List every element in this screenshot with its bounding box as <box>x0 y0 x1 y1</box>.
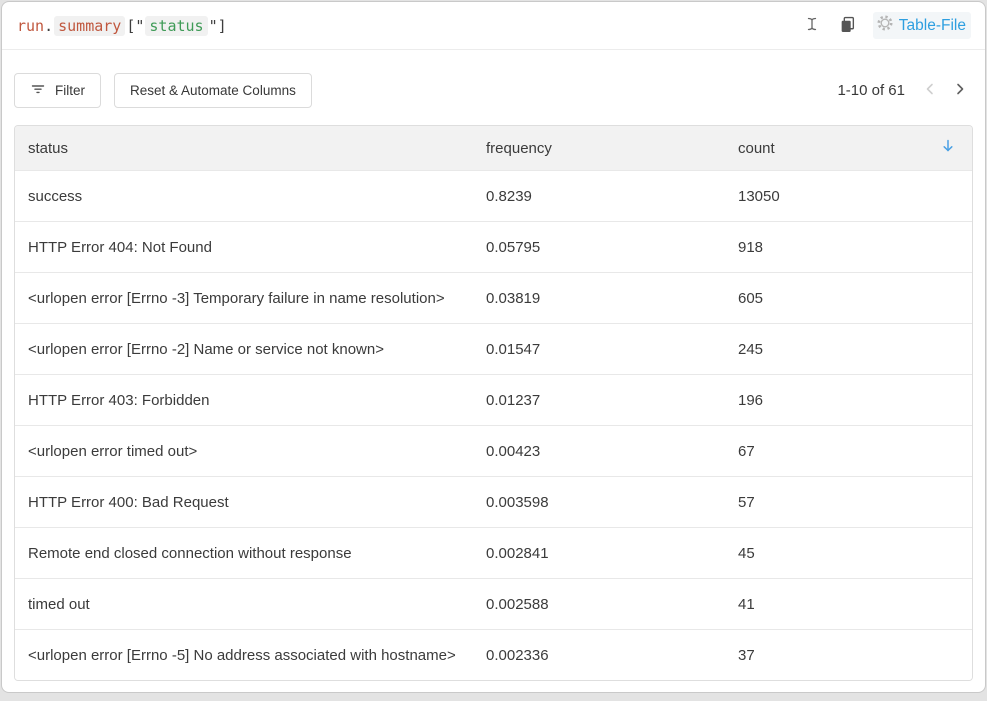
expression-quote-close: " <box>208 16 218 35</box>
frequency-cell: 0.8239 <box>486 187 532 205</box>
frequency-cell: 0.03819 <box>486 289 541 307</box>
table-row: HTTP Error 403: Forbidden 0.01237 196 <box>15 374 972 425</box>
expression-property: summary <box>54 15 126 36</box>
sort-descending-arrow-icon <box>940 138 956 158</box>
frequency-cell: 0.05795 <box>486 238 541 256</box>
status-cell: HTTP Error 400: Bad Request <box>28 493 229 511</box>
filter-button-label: Filter <box>55 83 85 98</box>
frequency-cell: 0.003598 <box>486 493 549 511</box>
table-row: <urlopen error timed out> 0.00423 67 <box>15 425 972 476</box>
table-body: success 0.8239 13050 HTTP Error 404: Not… <box>15 170 972 680</box>
text-cursor-icon <box>804 16 820 35</box>
chevron-left-icon <box>922 81 938 100</box>
status-cell: success <box>28 187 83 205</box>
frequency-cell: 0.002841 <box>486 544 549 562</box>
filter-icon <box>30 81 46 100</box>
next-page-button[interactable] <box>947 79 973 102</box>
status-table: status frequency count success 0.8239 <box>14 125 973 681</box>
column-header-frequency[interactable]: frequency <box>486 139 552 157</box>
column-header-count[interactable]: count <box>738 139 775 157</box>
status-cell: <urlopen error [Errno -2] Name or servic… <box>28 340 384 358</box>
expression-quote-open: " <box>135 16 145 35</box>
reset-automate-columns-button[interactable]: Reset & Automate Columns <box>114 73 312 108</box>
count-cell: 245 <box>738 340 764 358</box>
gear-icon <box>876 14 894 37</box>
status-cell: timed out <box>28 595 90 613</box>
count-cell: 37 <box>738 646 755 664</box>
count-cell: 67 <box>738 442 755 460</box>
chevron-right-icon <box>952 81 968 100</box>
filter-button[interactable]: Filter <box>14 73 101 108</box>
expression-object: run <box>17 16 45 35</box>
column-header-status[interactable]: status <box>28 139 69 157</box>
expression-bracket-open: [ <box>126 16 136 35</box>
table-row: success 0.8239 13050 <box>15 170 972 221</box>
count-cell: 196 <box>738 391 764 409</box>
table-row: <urlopen error [Errno -5] No address ass… <box>15 629 972 680</box>
table-row: HTTP Error 404: Not Found 0.05795 918 <box>15 221 972 272</box>
expression-bracket-close: ] <box>217 16 227 35</box>
table-row: <urlopen error [Errno -3] Temporary fail… <box>15 272 972 323</box>
frequency-cell: 0.01237 <box>486 391 541 409</box>
count-cell: 605 <box>738 289 764 307</box>
status-cell: Remote end closed connection without res… <box>28 544 352 562</box>
edit-expression-button[interactable] <box>802 14 822 37</box>
panel-type-selector[interactable]: Table-File <box>872 12 971 39</box>
table-row: HTTP Error 400: Bad Request 0.003598 57 <box>15 476 972 527</box>
expression-dot: . <box>44 16 54 35</box>
pagination: 1-10 of 61 <box>837 79 973 102</box>
status-cell: <urlopen error timed out> <box>28 442 198 460</box>
frequency-cell: 0.002336 <box>486 646 549 664</box>
panel-type-link[interactable]: Table-File <box>898 16 966 34</box>
count-cell: 13050 <box>738 187 780 205</box>
table-row: <urlopen error [Errno -2] Name or servic… <box>15 323 972 374</box>
sort-indicator[interactable] <box>907 138 972 158</box>
copy-expression-button[interactable] <box>837 14 858 38</box>
expression-key: status <box>145 15 208 36</box>
status-cell: HTTP Error 404: Not Found <box>28 238 212 256</box>
table-row: timed out 0.002588 41 <box>15 578 972 629</box>
count-cell: 57 <box>738 493 755 511</box>
previous-page-button[interactable] <box>917 79 943 102</box>
reset-automate-columns-label: Reset & Automate Columns <box>130 83 296 98</box>
table-header-row: status frequency count <box>15 126 972 170</box>
status-cell: HTTP Error 403: Forbidden <box>28 391 210 409</box>
table-row: Remote end closed connection without res… <box>15 527 972 578</box>
expression-actions: Table-File <box>802 12 971 39</box>
count-cell: 918 <box>738 238 764 256</box>
copy-icon <box>839 16 856 36</box>
status-cell: <urlopen error [Errno -5] No address ass… <box>28 646 456 664</box>
frequency-cell: 0.01547 <box>486 340 541 358</box>
count-cell: 41 <box>738 595 755 613</box>
weave-expression[interactable]: run . summary [ " status " ] <box>17 15 227 36</box>
count-cell: 45 <box>738 544 755 562</box>
status-cell: <urlopen error [Errno -3] Temporary fail… <box>28 289 445 307</box>
frequency-cell: 0.00423 <box>486 442 541 460</box>
expression-bar: run . summary [ " status " ] <box>2 2 985 50</box>
table-toolbar: Filter Reset & Automate Columns 1-10 of … <box>2 50 985 108</box>
frequency-cell: 0.002588 <box>486 595 549 613</box>
pagination-range-label: 1-10 of 61 <box>837 82 905 99</box>
